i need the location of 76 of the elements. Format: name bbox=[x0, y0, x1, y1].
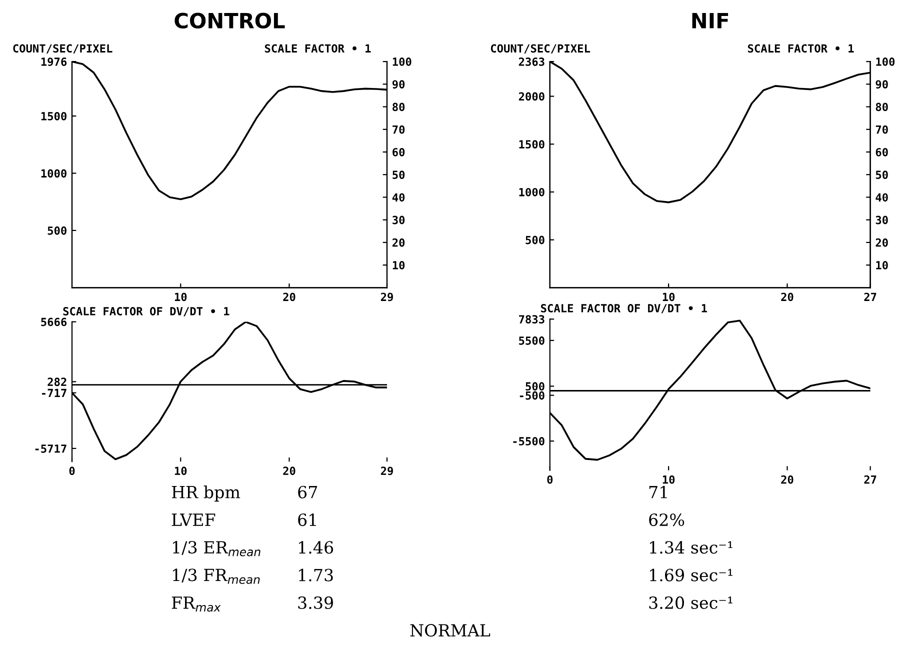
y-tick-label: -5717 bbox=[35, 444, 66, 453]
y2-tick-label: 30 bbox=[392, 216, 405, 224]
y2-tick-label: 20 bbox=[876, 238, 888, 247]
y-tick-label: 2363 bbox=[518, 58, 544, 66]
y2-tick-label: 60 bbox=[876, 148, 888, 156]
y-tick-label: 500 bbox=[48, 226, 66, 235]
text: SCALE FACTOR • 1 bbox=[748, 44, 854, 53]
y-axis-title: COUNT/SEC/PIXEL bbox=[490, 44, 590, 54]
y-tick-label: -717 bbox=[42, 388, 66, 398]
x-tick-label: 20 bbox=[781, 475, 794, 484]
text: LVEF bbox=[172, 514, 216, 526]
x-tick-label: 0 bbox=[547, 475, 553, 484]
text: NORMAL bbox=[410, 624, 490, 637]
y-tick-label: 1500 bbox=[519, 140, 544, 149]
text: 3.20 sec⁻¹ bbox=[649, 596, 732, 610]
y2-tick-label: 40 bbox=[392, 193, 405, 202]
y-tick-label: -500 bbox=[520, 391, 544, 400]
y-tick-label: 1000 bbox=[41, 169, 66, 178]
y2-tick-label: 10 bbox=[392, 261, 405, 270]
y2-tick-label: 80 bbox=[392, 102, 405, 112]
y2-tick-label: 40 bbox=[876, 193, 888, 202]
text: 3.39 bbox=[298, 596, 333, 610]
x-tick-label: 10 bbox=[174, 466, 187, 476]
y-tick-label: 1976 bbox=[41, 58, 67, 66]
x-tick-label: 29 bbox=[380, 292, 393, 302]
text: 1/3 ER$_{mean}$ bbox=[173, 540, 260, 556]
text: 71 bbox=[649, 486, 667, 498]
x-tick-label: 10 bbox=[174, 292, 187, 302]
text: SCALE FACTOR OF DV/DT • 1 bbox=[540, 304, 707, 314]
y-tick-label: 1500 bbox=[41, 112, 66, 120]
text: SCALE FACTOR • 1 bbox=[264, 44, 371, 53]
y-tick-label: 500 bbox=[526, 382, 544, 391]
y2-tick-label: 50 bbox=[392, 170, 405, 179]
y2-tick-label: 70 bbox=[392, 125, 405, 134]
text: 1.34 sec⁻¹ bbox=[650, 541, 732, 554]
text: 1.69 sec⁻¹ bbox=[650, 568, 732, 582]
text: SCALE FACTOR OF DV/DT • 1 bbox=[63, 307, 230, 316]
y-tick-label: 5666 bbox=[41, 318, 67, 326]
x-tick-label: 27 bbox=[864, 475, 876, 484]
text: HR bpm bbox=[172, 486, 240, 502]
x-tick-label: 20 bbox=[781, 292, 794, 302]
y2-tick-label: 100 bbox=[392, 58, 412, 66]
y-tick-label: 500 bbox=[526, 236, 544, 244]
x-tick-label: 0 bbox=[69, 466, 75, 476]
x-tick-label: 20 bbox=[283, 292, 296, 302]
y2-tick-label: 10 bbox=[876, 261, 888, 270]
y2-tick-label: 100 bbox=[876, 58, 895, 66]
text: 1/3 FR$_{mean}$ bbox=[173, 568, 260, 584]
text: 62% bbox=[649, 513, 684, 526]
y2-tick-label: 30 bbox=[876, 216, 888, 224]
text: 1.46 bbox=[299, 541, 334, 554]
chart-title: NIF bbox=[692, 13, 728, 28]
x-tick-label: 27 bbox=[864, 292, 876, 301]
chart-title: CONTROL bbox=[174, 12, 285, 29]
y2-tick-label: 80 bbox=[876, 102, 888, 112]
y2-tick-label: 50 bbox=[876, 170, 888, 179]
y-axis-title: COUNT/SEC/PIXEL bbox=[13, 44, 112, 54]
y2-tick-label: 20 bbox=[392, 238, 405, 247]
x-tick-label: 20 bbox=[283, 466, 296, 476]
text: FR$_{max}$ bbox=[172, 596, 221, 612]
text: 67 bbox=[298, 486, 317, 498]
x-tick-label: 10 bbox=[662, 292, 675, 302]
y-tick-label: 1000 bbox=[519, 188, 544, 196]
y-tick-label: 2000 bbox=[518, 92, 544, 101]
x-tick-label: 29 bbox=[380, 466, 393, 476]
text: 1.73 bbox=[299, 568, 333, 582]
y-tick-label: 282 bbox=[48, 378, 66, 386]
y2-tick-label: 90 bbox=[392, 80, 405, 89]
y2-tick-label: 60 bbox=[392, 148, 405, 156]
y-tick-label: 7833 bbox=[519, 315, 544, 324]
y2-tick-label: 70 bbox=[876, 125, 888, 134]
text: 61 bbox=[298, 513, 316, 526]
y2-tick-label: 90 bbox=[876, 80, 888, 89]
y-tick-label: -5500 bbox=[513, 437, 544, 446]
y-tick-label: 5500 bbox=[519, 336, 544, 345]
x-tick-label: 10 bbox=[662, 475, 675, 484]
